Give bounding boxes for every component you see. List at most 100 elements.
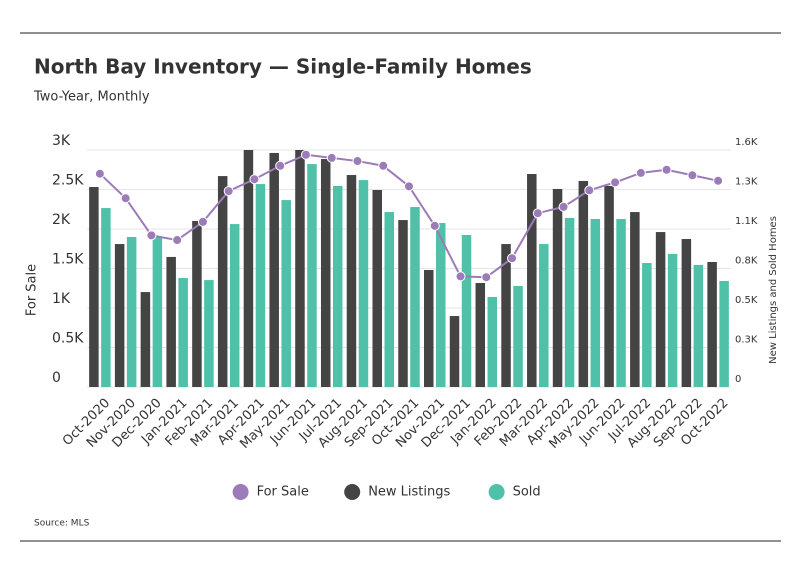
line-point — [378, 160, 389, 171]
bar — [681, 239, 692, 387]
bar — [667, 253, 678, 387]
line-point — [713, 175, 724, 186]
y-tick-label: 2K — [52, 212, 71, 228]
bar — [178, 277, 188, 387]
bar — [192, 220, 202, 387]
bar — [398, 220, 408, 387]
legend-swatch — [232, 484, 249, 500]
bar — [707, 261, 717, 387]
bar — [152, 236, 163, 387]
legend-label: New Listings — [368, 485, 450, 500]
y2-tick-label: 1.1K — [735, 216, 758, 227]
line-point — [249, 174, 260, 185]
y-tick-label: 1K — [52, 291, 71, 307]
bar — [461, 235, 472, 387]
line-point — [146, 230, 157, 241]
y-tick-label: 0 — [52, 370, 61, 386]
bar — [384, 212, 394, 387]
bar — [655, 232, 666, 387]
bar — [281, 200, 291, 387]
line-point — [481, 272, 492, 283]
bar — [527, 173, 537, 387]
bar — [89, 187, 99, 387]
bar — [693, 264, 704, 387]
y-tick-label: 2.5K — [52, 173, 84, 189]
line-point — [94, 168, 105, 179]
bar — [320, 159, 331, 387]
legend-swatch — [344, 484, 361, 500]
bar — [630, 212, 640, 387]
legend-label: Sold — [513, 485, 541, 500]
bar — [449, 316, 460, 387]
bar — [501, 244, 511, 387]
y-tick-label: 3K — [52, 133, 71, 149]
bar — [552, 188, 563, 387]
bar — [539, 244, 549, 387]
y2-tick-label: 1.6K — [735, 137, 758, 148]
y-tick-label: 0.5K — [52, 331, 84, 347]
line-point — [404, 181, 414, 192]
chart-subtitle: Two-Year, Monthly — [33, 90, 150, 105]
line-point — [172, 235, 183, 246]
bar — [513, 285, 523, 387]
line-point — [455, 271, 466, 282]
bar — [642, 263, 652, 387]
bar — [295, 150, 305, 387]
line-point — [687, 170, 698, 181]
line-point — [197, 216, 208, 227]
bar — [204, 280, 214, 387]
line-point — [326, 152, 337, 163]
bar — [604, 185, 614, 387]
bar — [616, 219, 626, 387]
line-point — [661, 164, 672, 175]
bar — [332, 185, 343, 387]
line-point — [635, 167, 646, 178]
line-point — [558, 201, 569, 212]
bar — [101, 208, 111, 387]
line-point — [429, 220, 440, 231]
bar — [372, 189, 382, 387]
line-point — [120, 193, 131, 204]
bar — [166, 256, 176, 387]
legend-swatch — [488, 484, 505, 500]
line-point — [275, 160, 286, 171]
chart-title: North Bay Inventory — Single-Family Home… — [34, 55, 532, 79]
source-note: Source: MLS — [34, 519, 90, 529]
line-point — [507, 253, 518, 264]
bar — [358, 180, 369, 387]
line-point — [300, 149, 311, 160]
bar — [410, 207, 420, 387]
bar — [564, 217, 575, 387]
bar — [307, 164, 317, 387]
bar — [578, 180, 589, 387]
bar — [126, 236, 137, 387]
line-point — [584, 185, 595, 196]
y-tick-label: 1.5K — [52, 252, 84, 268]
bar — [424, 269, 434, 387]
line-point — [610, 177, 621, 188]
y2-tick-label: 0.3K — [735, 334, 758, 345]
y2-tick-label: 0.8K — [735, 256, 758, 267]
line-point — [532, 208, 543, 219]
line-point — [352, 156, 363, 167]
bar — [590, 219, 601, 387]
bar — [114, 244, 125, 387]
bar — [269, 152, 279, 387]
bar — [229, 224, 240, 387]
bar — [243, 150, 254, 387]
y2-tick-label: 0.5K — [735, 295, 758, 306]
legend-label: For Sale — [257, 485, 309, 500]
y-axis-title: For Sale — [25, 264, 40, 316]
bar — [475, 283, 486, 387]
bar — [487, 296, 498, 387]
bar — [346, 175, 357, 387]
y2-axis-title: New Listings and Sold Homes — [768, 216, 779, 364]
bar — [436, 223, 446, 387]
bar — [140, 292, 151, 387]
line-point — [223, 186, 234, 197]
bar — [217, 176, 228, 387]
y2-tick-label: 1.3K — [735, 177, 758, 188]
y2-tick-label: 0 — [735, 374, 741, 385]
bar — [719, 280, 729, 387]
